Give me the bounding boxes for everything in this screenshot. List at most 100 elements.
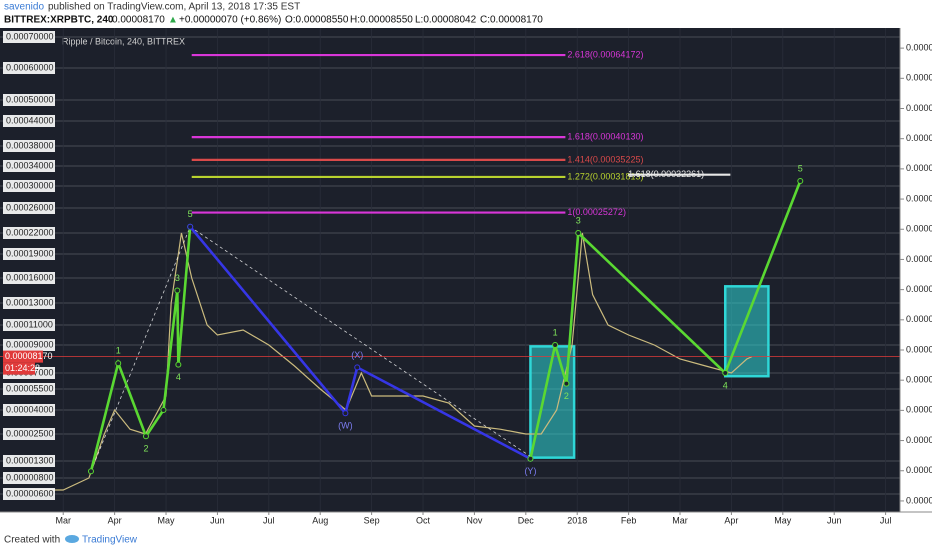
- wave-label: (W): [338, 421, 353, 431]
- high: H:0.00008550: [350, 15, 413, 26]
- y2-tick-label: 0.0000: [906, 405, 932, 415]
- y-tick-label: 0.00011000: [6, 319, 53, 329]
- y-tick-label: 0.00013000: [6, 297, 54, 307]
- symbol: BITTREX:XRPBTC, 240: [4, 15, 114, 26]
- wave-vertex: [722, 370, 729, 376]
- arrow: ▲: [168, 15, 178, 26]
- y2-tick-label: 0.0000: [906, 284, 932, 294]
- y2-tick-label: 0.0000: [906, 103, 932, 113]
- y-tick-label: 0.00044000: [6, 115, 54, 125]
- y-tick-label-bg: [3, 383, 55, 395]
- wave-label: (Y): [524, 466, 536, 476]
- wave-vertex: [175, 361, 182, 368]
- wave-vertex: [527, 455, 534, 462]
- y-tick-label: 0.00002500: [6, 428, 54, 438]
- low: L:0.00008042: [415, 15, 477, 26]
- wave-vertex: [354, 364, 361, 371]
- y2-tick-label: 0.0000: [906, 314, 932, 324]
- x-tick-label: May: [158, 515, 176, 525]
- y-tick-label: 0.00000800: [6, 472, 54, 482]
- y-tick-label: 0.00070000: [6, 31, 54, 41]
- x-tick-label: Feb: [621, 515, 637, 525]
- y-tick-label-bg: [3, 160, 55, 172]
- last-price-label: 0.00008170: [5, 351, 53, 361]
- fib-label: 1.618(0.00040130): [567, 132, 643, 142]
- wave-vertex: [187, 223, 194, 230]
- y2-tick-label: 0.0000: [906, 344, 932, 354]
- fib-label: 1.272(0.00031813): [567, 171, 643, 181]
- x-tick-label: Mar: [672, 515, 688, 525]
- y-tick-label: 0.00030000: [6, 180, 54, 190]
- y-tick-label: 0.00004000: [6, 404, 54, 414]
- author[interactable]: savenido: [4, 2, 44, 13]
- x-tick-label: Jun: [827, 515, 842, 525]
- y-tick-label: 0.00022000: [6, 227, 54, 237]
- y-tick-label: 0.00016000: [6, 272, 54, 282]
- wave-line: [90, 226, 191, 472]
- y-tick-label-bg: [3, 115, 55, 127]
- y-tick-label-bg: [3, 488, 55, 500]
- last-price-box: [3, 350, 43, 363]
- fib-label: 2.618(0.00064172): [567, 49, 643, 59]
- countdown-box: [3, 362, 35, 375]
- created-with: Created with: [4, 535, 60, 546]
- y2-tick-label: 0.0000: [906, 73, 932, 83]
- y2-tick-label: 0.0000: [906, 224, 932, 234]
- y-tick-label: 0.00001300: [6, 455, 54, 465]
- fib-label: 1(0.00025272): [567, 207, 626, 217]
- wave-label: 5: [798, 163, 803, 173]
- y-tick-label: 0.00060000: [6, 62, 54, 72]
- price: 0.00008170: [112, 15, 165, 26]
- y-tick-label: 0.00026000: [6, 202, 54, 212]
- y-tick-label: 0.00009000: [6, 339, 54, 349]
- y-tick-label-bg: [3, 455, 55, 467]
- wave-vertex: [575, 230, 582, 236]
- price-line: [30, 232, 753, 491]
- y-tick-label: 0.00005500: [6, 383, 54, 393]
- y2-tick-label: 0.0000: [906, 465, 932, 475]
- published: published on TradingView.com, April 13, …: [48, 2, 300, 13]
- open: O:0.00008550: [285, 15, 349, 26]
- countdown: 01:24:28: [5, 363, 40, 373]
- chart-title: Ripple / Bitcoin, 240, BITTREX: [62, 36, 185, 46]
- y-tick-label-bg: [3, 248, 55, 260]
- y-tick-label: 0.00034000: [6, 160, 54, 170]
- y2-tick-label: 0.0000: [906, 163, 932, 173]
- x-tick-label: Dec: [518, 515, 535, 525]
- y-tick-label-bg: [3, 339, 55, 351]
- brand[interactable]: TradingView: [82, 535, 138, 546]
- x-tick-label: Jul: [880, 515, 892, 525]
- y-tick-label-bg: [3, 297, 55, 309]
- y-tick-label-bg: [3, 140, 55, 152]
- wave-label: 2: [143, 444, 148, 454]
- x-tick-label: Apr: [108, 515, 122, 525]
- zone: [723, 285, 770, 378]
- y2-tick-label: 0.0000: [906, 495, 932, 505]
- y2-tick-label: 0.0000: [906, 435, 932, 445]
- x-tick-label: Nov: [466, 515, 483, 525]
- y2-tick-label: 0.0000: [906, 254, 932, 264]
- wave-line: [189, 226, 531, 457]
- wave-label: 3: [175, 273, 180, 283]
- wave-label: 2: [564, 391, 569, 401]
- wave-label: 4: [723, 380, 728, 390]
- wave-vertex: [342, 410, 349, 417]
- y-tick-label-bg: [3, 319, 55, 331]
- x-tick-label: Oct: [416, 515, 431, 525]
- y-tick-label-bg: [3, 472, 55, 484]
- x-tick-label: Sep: [364, 515, 380, 525]
- close: C:0.00008170: [480, 15, 543, 26]
- x-tick-label: Aug: [312, 515, 328, 525]
- wave-vertex: [563, 380, 570, 387]
- wave-vertex: [160, 407, 167, 413]
- x-tick-label: Mar: [55, 515, 71, 525]
- y-tick-label-bg: [3, 428, 55, 440]
- y2-tick-label: 0.0000: [906, 42, 932, 52]
- wave-vertex: [174, 287, 181, 294]
- x-tick-label: Apr: [724, 515, 738, 525]
- wave-label: 1: [553, 327, 558, 337]
- wave-label: 5: [188, 209, 193, 219]
- y-tick-label-bg: [3, 227, 55, 239]
- wave-vertex: [797, 178, 804, 184]
